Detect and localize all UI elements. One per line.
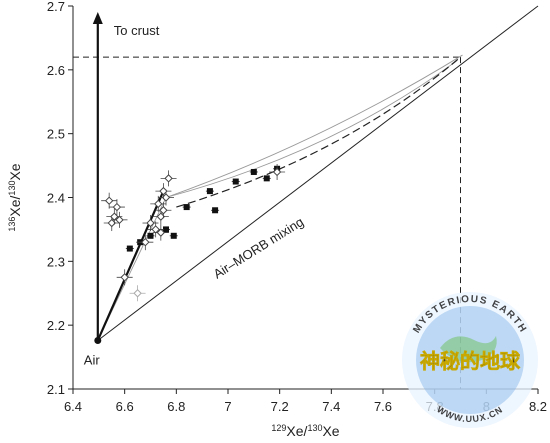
data-point (170, 233, 178, 239)
annotations: To crust Air Air–MORB mixing (84, 23, 306, 367)
data-point (130, 285, 146, 301)
square-marker (148, 233, 154, 239)
y-tick-label: 2.1 (47, 382, 65, 397)
diamond-marker (106, 197, 113, 204)
diamond-marker (165, 175, 172, 182)
y-tick-label: 2.6 (47, 63, 65, 78)
square-marker (184, 204, 190, 210)
x-tick-label: 7.2 (271, 399, 289, 414)
data-point (211, 207, 219, 213)
air-label: Air (84, 352, 101, 367)
y-tick-label: 2.7 (47, 0, 65, 14)
square-marker (212, 207, 218, 213)
envelope-lower (166, 61, 457, 197)
x-tick-label: 7.6 (374, 399, 392, 414)
data-point (147, 233, 155, 239)
air-morb-mixing-line (98, 6, 538, 340)
diamond-marker (134, 290, 141, 297)
x-tick-label: 7.4 (322, 399, 340, 414)
square-marker (127, 246, 133, 252)
to-crust-label: To crust (114, 23, 160, 38)
mixing-label: Air–MORB mixing (211, 214, 307, 281)
data-point (269, 164, 285, 180)
y-tick-label: 2.4 (47, 191, 65, 206)
data-point (183, 204, 191, 210)
x-tick-label: 7 (224, 399, 231, 414)
x-tick-label: 6.8 (167, 399, 185, 414)
square-marker (264, 175, 270, 181)
x-tick-label: 6.4 (64, 399, 82, 414)
steep-line (98, 191, 164, 340)
x-tick-label: 8.2 (529, 399, 547, 414)
data-point (263, 175, 271, 181)
air-point (94, 337, 101, 344)
data-point (250, 169, 258, 175)
y-tick-label: 2.3 (47, 254, 65, 269)
watermark-middle-text: 神秘的地球 (420, 349, 521, 373)
y-tick-label: 2.5 (47, 127, 65, 142)
to-crust-arrow-head (93, 12, 103, 24)
data-point (126, 246, 134, 252)
y-axis-title: 136Xe/130Xe (7, 163, 23, 231)
dashed-trend-line (176, 57, 460, 207)
data-point (232, 179, 240, 185)
square-marker (207, 188, 213, 194)
data-point (161, 170, 177, 186)
square-marker (171, 233, 177, 239)
x-axis-title: 129Xe/130Xe (271, 423, 339, 439)
y-tick-label: 2.2 (47, 318, 65, 333)
x-tick-label: 6.6 (116, 399, 134, 414)
data-point (206, 188, 214, 194)
square-marker (251, 169, 257, 175)
square-marker (233, 179, 239, 185)
